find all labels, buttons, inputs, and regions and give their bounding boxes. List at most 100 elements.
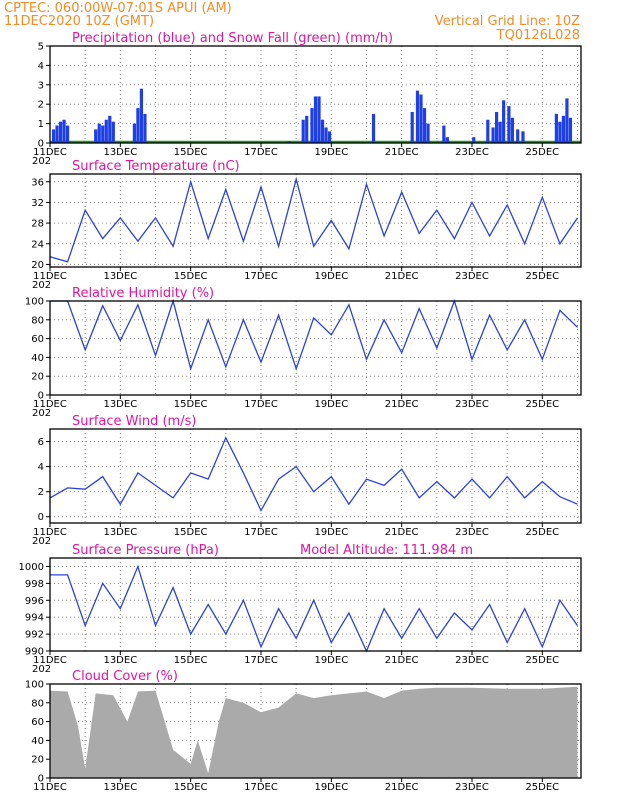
x-year-label: 202 [32,536,51,547]
panel-wind: 0 2 4 6 11DEC 13DEC 15DEC 17DEC 19DEC 21DEC 23DEC 2… [32,414,582,547]
precip-bar [502,100,506,143]
panel-stack: 0 1 2 3 4 5 11DEC 13DEC 15DEC 17DEC 19DEC 21DEC 23DE… [19,31,582,793]
x-tick-label: 15DEC [174,147,208,158]
y-tick-label: 80 [31,315,44,326]
y-tick-label: 0 [38,391,44,402]
x-year-label: 202 [32,664,51,675]
x-tick-label: 25DEC [525,147,559,158]
y-tick-label: 1 [38,119,44,130]
header-datetime: 11DEC2020 10Z (GMT) [4,14,154,29]
x-tick-label: 17DEC [244,527,278,538]
precip-bar [498,121,502,143]
x-tick-label: 13DEC [103,147,137,158]
y-tick-label: 996 [25,596,44,607]
y-tick-label: 998 [25,579,44,590]
y-tick-label: 1000 [19,562,44,573]
precip-bar [554,113,558,143]
x-tick-label: 21DEC [385,655,419,666]
y-tick-label: 990 [25,647,44,658]
panel-frame [49,557,582,652]
x-tick-label: 21DEC [385,527,419,538]
precip-bar [486,119,490,143]
precip-bar [561,115,566,143]
x-tick-label: 19DEC [314,399,348,410]
x-tick-label: 19DEC [314,655,348,666]
precip-bar [58,121,63,143]
panel-title: Cloud Cover (%) [72,669,178,684]
y-tick-label: 2 [38,487,44,498]
x-tick-label: 15DEC [174,527,208,538]
precip-bar [558,121,562,143]
precip-bar [371,113,376,143]
precip-bar [324,127,328,143]
y-tick-label: 60 [31,334,44,345]
precip-bar [287,141,291,143]
x-tick-label: 13DEC [103,782,137,793]
temp-line [49,176,579,263]
y-tick-label: 0 [38,139,44,150]
y-tick-label: 20 [31,755,44,766]
y-tick-label: 20 [31,372,44,383]
x-tick-label: 23DEC [455,147,489,158]
x-tick-label: 21DEC [385,271,419,282]
y-tick-label: 36 [31,177,44,188]
x-tick-label: 21DEC [385,147,419,158]
x-tick-label: 17DEC [244,147,278,158]
precip-bar [143,113,147,143]
y-tick-label: 0 [38,512,44,523]
x-tick-label: 13DEC [103,399,137,410]
precip-bar [419,94,423,143]
precip-bar [442,125,446,143]
panel-title: Surface Temperature (nC) [72,159,240,174]
precip-bar [108,115,112,143]
panel-pres: 990 992 994 996 998 1000 11DEC 13DEC 15DEC 17DEC 1… [19,543,582,675]
x-tick-label: 23DEC [455,655,489,666]
precip-bar [136,108,140,143]
precip-bar [104,119,108,143]
precip-bar [521,131,525,143]
x-tick-label: 19DEC [314,147,348,158]
precip-bar [132,123,136,143]
panel-temp: 20 24 28 32 36 11DEC 13DEC 15DEC 17DEC 19DEC 21DEC… [31,159,582,291]
y-tick-label: 994 [25,613,44,624]
y-tick-label: 4 [38,61,44,72]
precip-bar [445,137,449,143]
precip-bar [426,123,430,143]
x-tick-label: 17DEC [244,655,278,666]
y-tick-label: 60 [31,717,44,728]
panel-title: Surface Wind (m/s) [72,414,196,429]
y-tick-label: 3 [38,80,44,91]
x-tick-label: 23DEC [455,782,489,793]
x-tick-label: 17DEC [244,271,278,282]
y-tick-label: 28 [31,219,44,230]
panel-frame [49,428,582,524]
precip-bar [568,117,573,143]
precip-bar [313,96,318,143]
panel-title: Precipitation (blue) and Snow Fall (gree… [72,31,393,46]
header-grid-note: Vertical Grid Line: 10Z [435,14,580,29]
precip-bar [101,125,105,143]
precip-bar [491,127,495,143]
precip-bar [55,125,59,143]
y-tick-label: 20 [31,260,44,271]
precip-bar [94,129,98,143]
y-tick-label: 40 [31,353,44,364]
x-tick-label: 11DEC [33,399,67,410]
panel-extra: Model Altitude: 111.984 m [300,543,473,558]
x-tick-label: 11DEC [33,527,67,538]
x-tick-label: 19DEC [314,782,348,793]
y-tick-label: 2 [38,100,44,111]
panel-frame [49,173,582,268]
x-tick-label: 13DEC [103,655,137,666]
y-tick-label: 24 [31,239,44,250]
x-tick-label: 15DEC [174,271,208,282]
x-tick-label: 25DEC [525,782,559,793]
panel-frame [49,45,582,144]
precip-bar [516,129,520,143]
precip-bar [415,90,420,143]
panel-frame [49,683,582,779]
y-tick-label: 6 [38,437,44,448]
panel-title: Surface Pressure (hPa) [72,543,219,558]
x-year-label: 202 [32,280,51,291]
y-tick-label: 0 [38,774,44,785]
